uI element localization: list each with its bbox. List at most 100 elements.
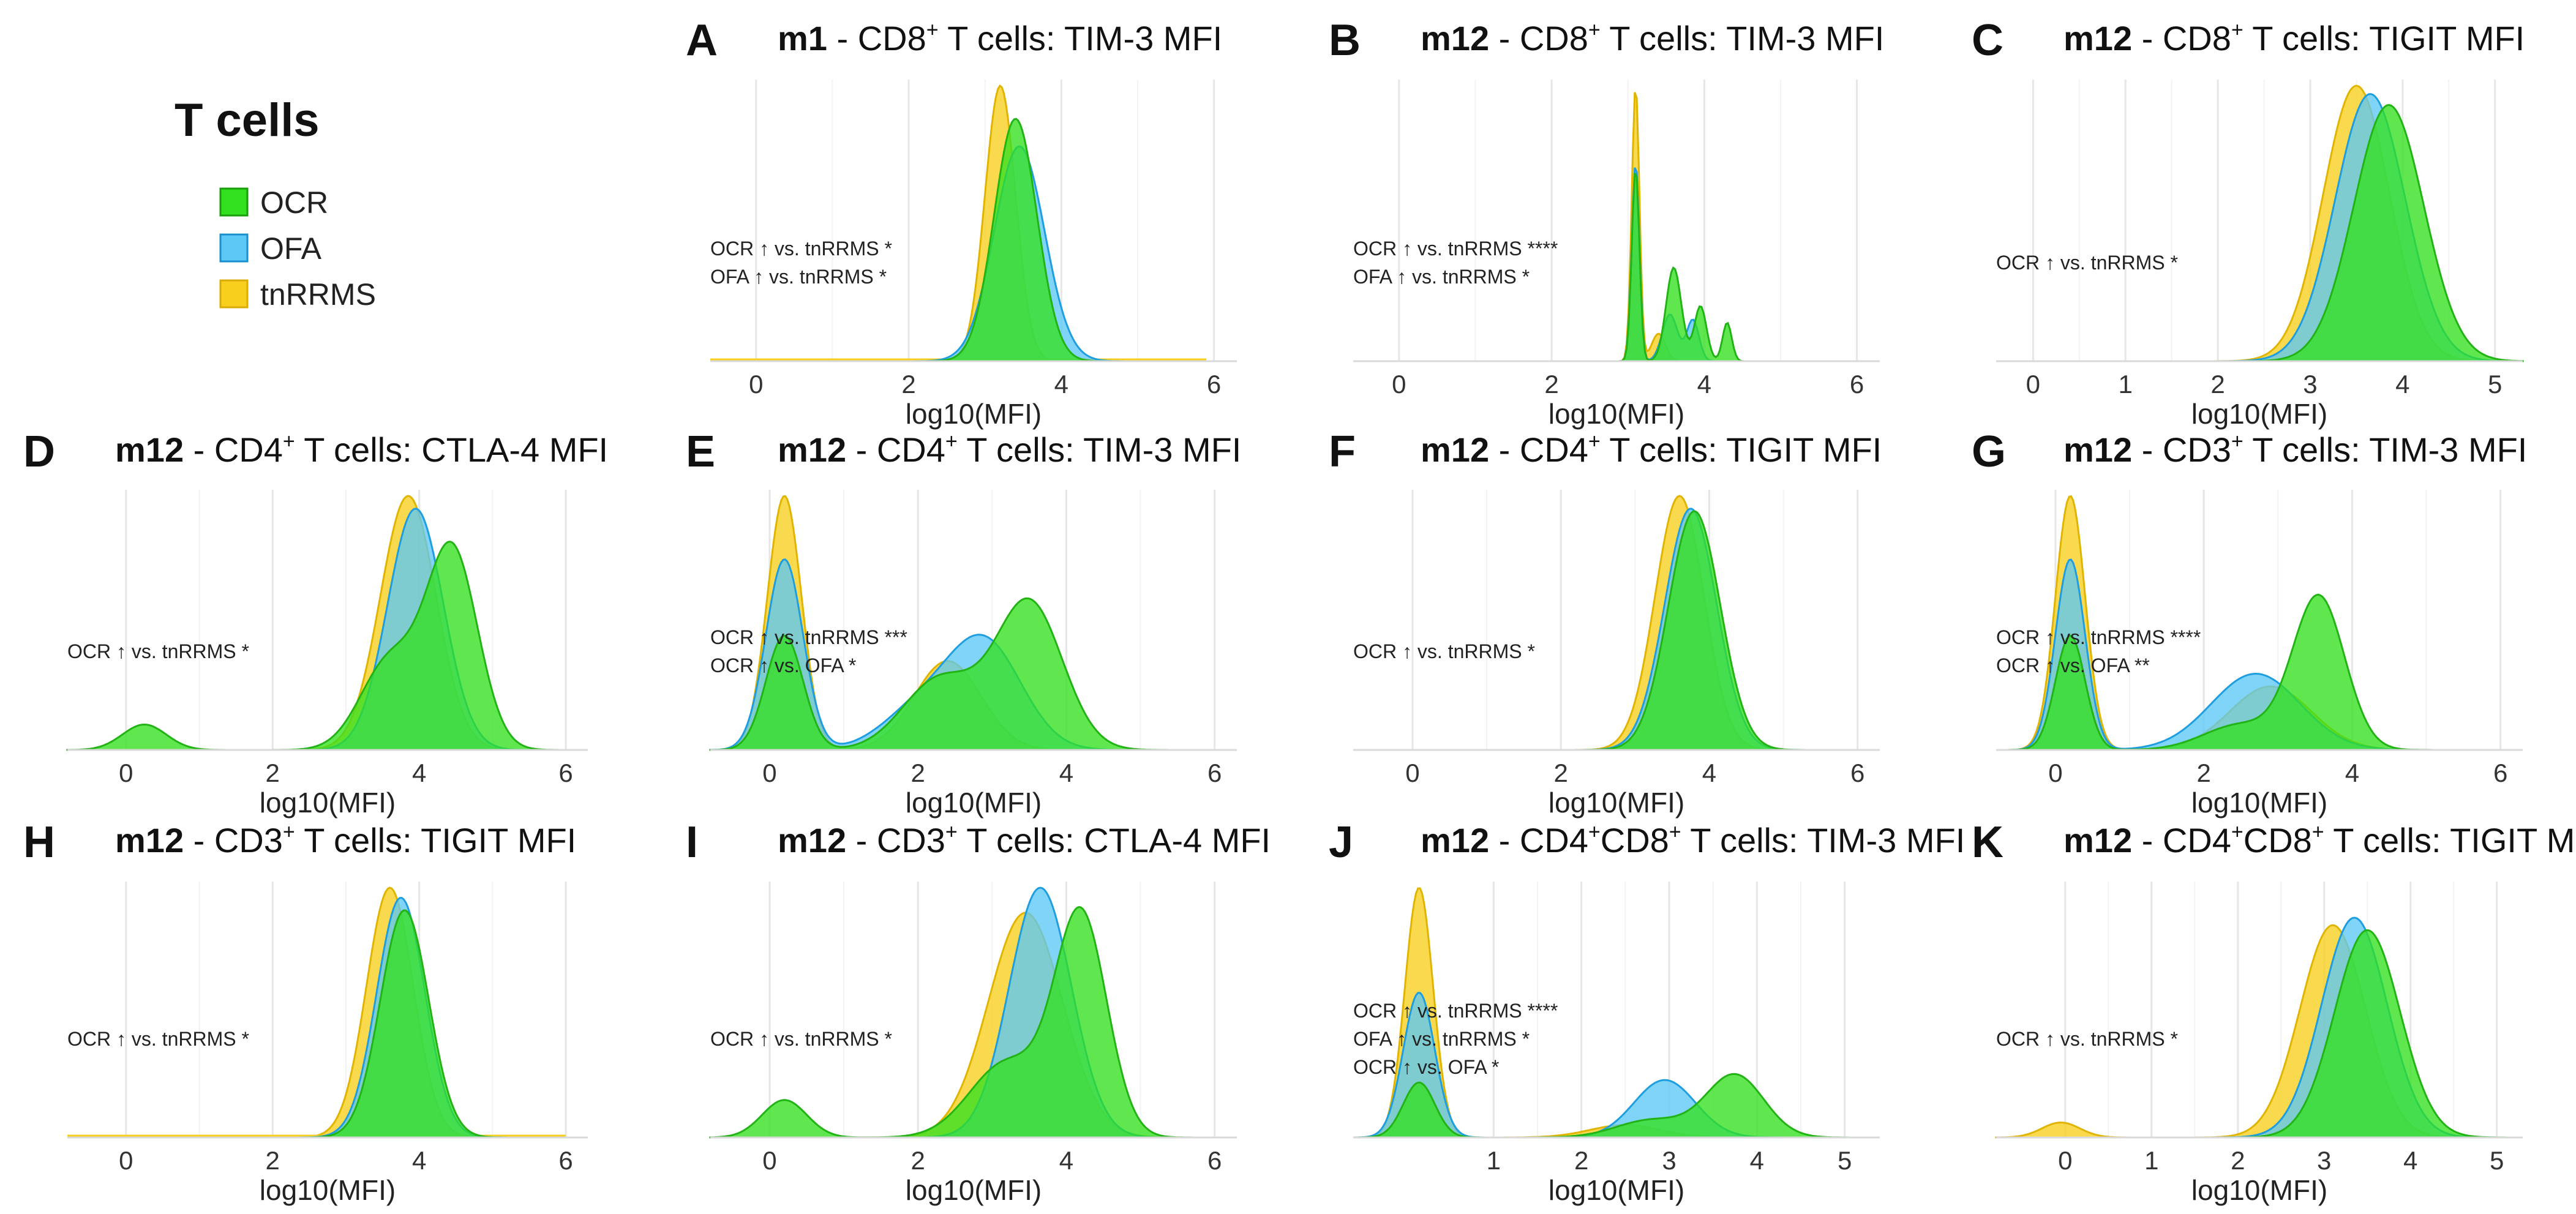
x-axis-label: log10(MFI) <box>2191 787 2327 819</box>
x-axis-label: log10(MFI) <box>1549 398 1684 430</box>
legend-swatch-ocr <box>219 187 249 217</box>
title-part: T cells: TIM-3 MFI <box>2244 430 2528 469</box>
title-part: CD8 <box>2244 821 2312 860</box>
density-ocr <box>1353 510 1880 751</box>
tick-label: 4 <box>1697 370 1711 399</box>
title-part: - CD4 <box>846 430 945 469</box>
density-ofa <box>1353 508 1880 751</box>
tick-label: 2 <box>911 1146 925 1175</box>
title-part: + <box>283 820 295 844</box>
tick-label: 4 <box>1059 1146 1073 1175</box>
density-ocr <box>1996 103 2524 362</box>
legend-label-ofa: OFA <box>260 231 322 266</box>
panel-letter: I <box>686 818 698 867</box>
x-axis-label: log10(MFI) <box>906 398 1042 430</box>
x-axis-label: log10(MFI) <box>906 1174 1042 1206</box>
panel-letter: J <box>1329 818 1353 867</box>
title-part: T cells: TIGIT MFI <box>295 821 576 860</box>
annotation: OCR ↑ vs. tnRRMS * <box>1996 1028 2178 1050</box>
tick-label: 4 <box>1702 759 1716 787</box>
tick-label: 0 <box>762 1146 776 1175</box>
panel-title: m12 - CD8+ T cells: TIM-3 MFI <box>1421 18 1884 58</box>
tick-label: 0 <box>2058 1146 2072 1175</box>
title-part: T cells: CTLA-4 MFI <box>958 821 1271 860</box>
tick-label: 4 <box>1059 759 1073 787</box>
tick-label: 3 <box>2303 370 2317 399</box>
panel-title: m1 - CD8+ T cells: TIM-3 MFI <box>778 18 1222 58</box>
tick-label: 2 <box>911 759 925 787</box>
title-part: m12 <box>2063 430 2132 469</box>
panel-letter: A <box>686 16 718 65</box>
tick-label: 0 <box>749 370 763 399</box>
annotation: OCR ↑ vs. tnRRMS * <box>67 640 249 662</box>
panel-title: m12 - CD4+ T cells: TIM-3 MFI <box>778 430 1241 469</box>
tick-label: 0 <box>2048 759 2062 787</box>
density-ocr <box>66 541 588 751</box>
panel-letter: G <box>1972 427 2006 476</box>
tick-label: 2 <box>266 1146 280 1175</box>
tick-label: 6 <box>1207 370 1221 399</box>
title-part: T cells: TIM-3 MFI <box>939 19 1223 58</box>
title-part: T cells: TIM-3 MFI <box>1601 19 1885 58</box>
title-part: + <box>2231 18 2244 42</box>
title-part: + <box>1588 820 1601 844</box>
tick-label: 5 <box>2490 1146 2504 1175</box>
panel-letter: F <box>1329 427 1356 476</box>
panel-letter: B <box>1329 16 1361 65</box>
tick-label: 2 <box>2231 1146 2245 1175</box>
tick-label: 4 <box>1750 1146 1764 1175</box>
legend-swatch-tnrrms <box>219 279 249 309</box>
title-part: m12 <box>1421 430 1489 469</box>
title-part: - CD4 <box>1489 430 1588 469</box>
tick-label: 2 <box>266 759 280 787</box>
tick-label: 4 <box>412 759 426 787</box>
x-axis-label: log10(MFI) <box>260 787 396 819</box>
panel-title: m12 - CD4+ T cells: CTLA-4 MFI <box>115 430 608 469</box>
tick-label: 4 <box>2345 759 2359 787</box>
tick-label: 4 <box>2403 1146 2417 1175</box>
tick-label: 6 <box>1850 370 1864 399</box>
title-part: + <box>2231 820 2244 844</box>
x-axis-label: log10(MFI) <box>906 787 1042 819</box>
x-axis-label: log10(MFI) <box>2191 398 2327 430</box>
tick-label: 2 <box>1574 1146 1588 1175</box>
annotation: OCR ↑ vs. tnRRMS * <box>1353 640 1535 662</box>
title-part: - CD3 <box>846 821 945 860</box>
x-axis-label: log10(MFI) <box>1549 1174 1684 1206</box>
title-part: m12 <box>115 430 184 469</box>
title-part: - CD8 <box>2132 19 2231 58</box>
title-part: + <box>1588 18 1601 42</box>
tick-label: 0 <box>1392 370 1406 399</box>
tick-label: 0 <box>1405 759 1419 787</box>
title-part: m12 <box>1421 821 1489 860</box>
tick-label: 1 <box>2119 370 2133 399</box>
legend-title: T cells <box>175 94 320 146</box>
title-part: T cells: TIM-3 MFI <box>1681 821 1966 860</box>
tick-label: 6 <box>558 1146 573 1175</box>
tick-label: 6 <box>1207 759 1222 787</box>
tick-label: 2 <box>2210 370 2225 399</box>
annotation: OCR ↑ vs. tnRRMS **** <box>1996 626 2201 648</box>
panel-title: m12 - CD8+ T cells: TIGIT MFI <box>2063 18 2525 58</box>
density-ofa <box>67 896 588 1139</box>
x-axis-label: log10(MFI) <box>260 1174 396 1206</box>
density-tnrrms <box>1353 495 1880 751</box>
density-ofa <box>1353 167 1880 362</box>
density-tnrrms <box>67 495 588 751</box>
panel-title: m12 - CD3+ T cells: TIM-3 MFI <box>2063 430 2527 469</box>
title-part: + <box>926 18 939 42</box>
title-part: + <box>1669 820 1681 844</box>
title-part: - CD4 <box>2132 821 2231 860</box>
tick-label: 6 <box>1207 1146 1222 1175</box>
density-tnrrms <box>67 886 588 1139</box>
annotation: OFA ↑ vs. tnRRMS * <box>1353 1028 1530 1050</box>
tick-label: 1 <box>2144 1146 2158 1175</box>
tick-label: 6 <box>1850 759 1864 787</box>
panel-letter: E <box>686 427 715 476</box>
